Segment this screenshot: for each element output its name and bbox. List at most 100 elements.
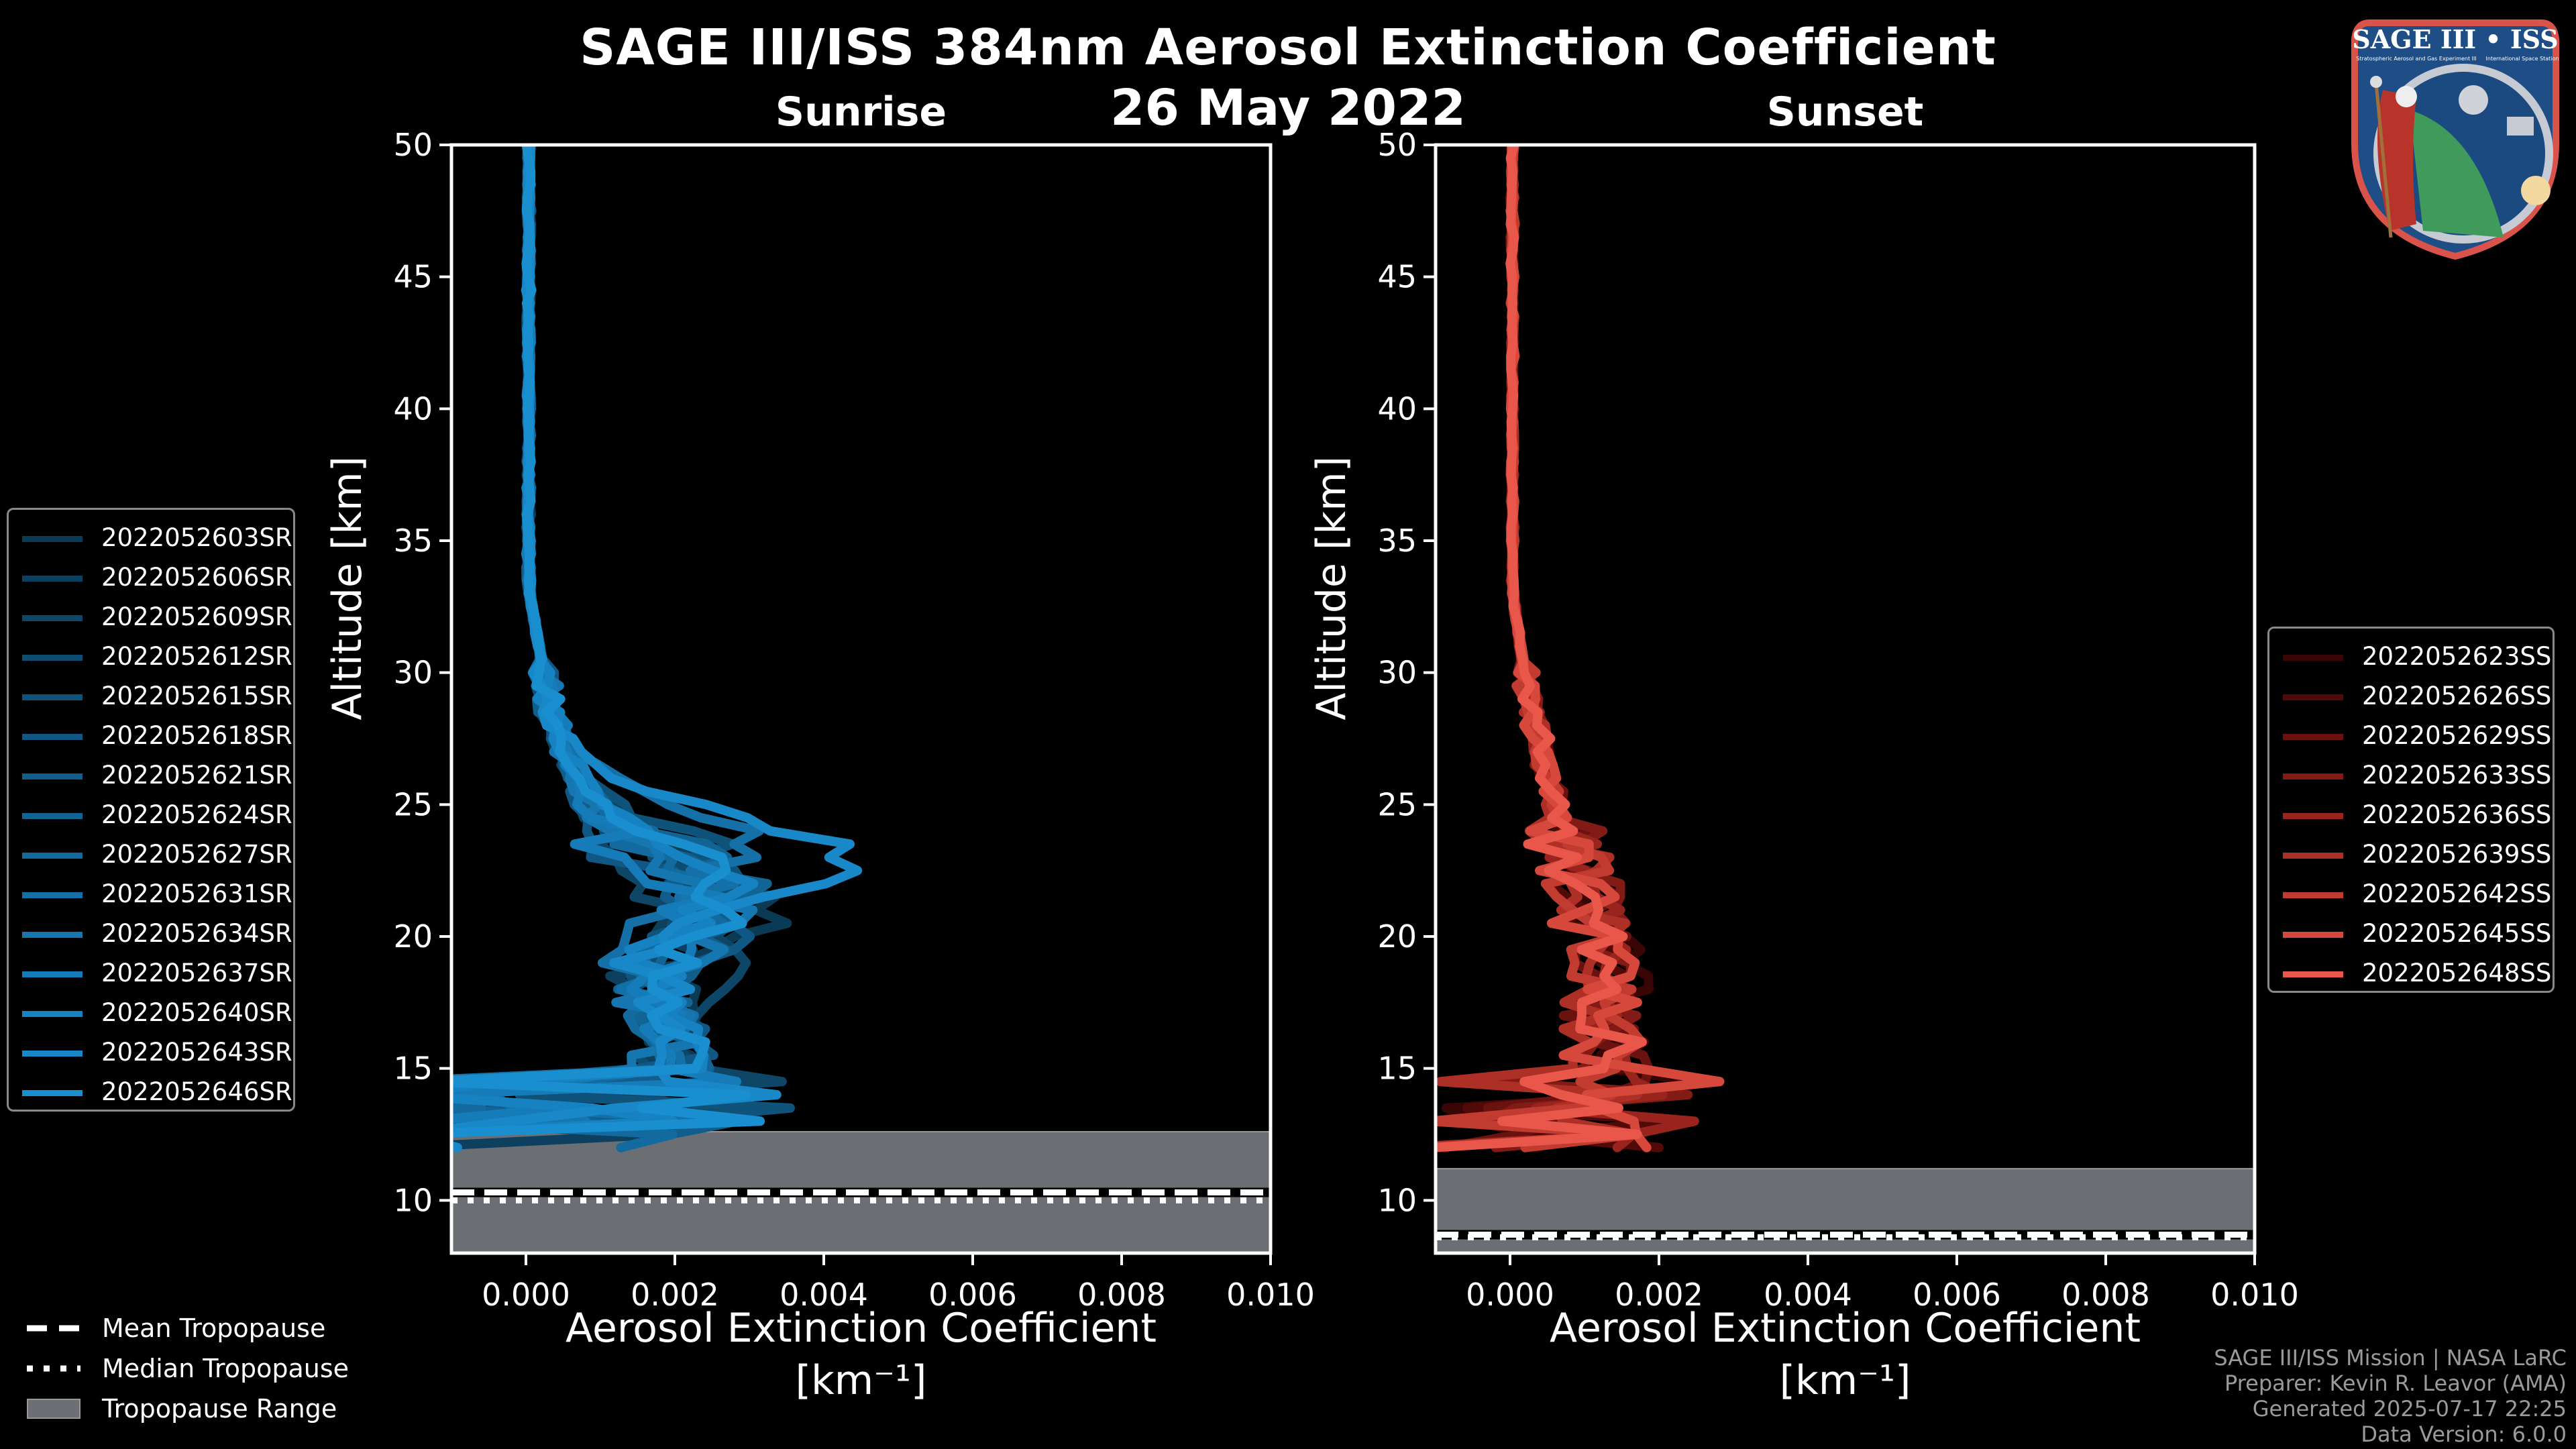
xtick-label: 0.006 — [1913, 1277, 2001, 1313]
xtick-label: 0.004 — [780, 1277, 868, 1313]
xtick-label: 0.002 — [1615, 1277, 1703, 1313]
legend-swatch-icon — [22, 576, 83, 582]
legend-label: 2022052629SS — [2362, 721, 2552, 750]
ytick-label: 20 — [1377, 918, 1417, 955]
footer-credits: SAGE III/ISS Mission | NASA LaRC Prepare… — [2214, 1345, 2567, 1447]
iss-icon — [2507, 117, 2534, 136]
legend-swatch-icon — [22, 932, 83, 938]
logo-subtitle-2: International Space Station — [2486, 56, 2559, 62]
legend-label: 2022052627SR — [101, 840, 292, 869]
legend-label: 2022052626SS — [2362, 682, 2552, 710]
y-axis-label: Altitude [km] — [1308, 456, 1355, 720]
legend-label: 2022052618SR — [101, 721, 292, 750]
ytick-label: 15 — [393, 1051, 433, 1087]
legend-label: 2022052624SR — [101, 800, 292, 829]
range-swatch-icon — [27, 1399, 80, 1419]
legend-item-tropopause-range: Tropopause Range — [20, 1389, 396, 1429]
ytick-label: 50 — [393, 127, 433, 163]
series-line-2022052634SR — [451, 145, 758, 1136]
panel-title-sunset: Sunset — [1766, 89, 1924, 136]
legend-swatch-icon — [2283, 932, 2343, 938]
axes-frame-sunrise — [449, 143, 1273, 1255]
xtick-label: 0.010 — [2210, 1277, 2299, 1313]
panel-title-sunrise: Sunrise — [775, 89, 947, 136]
moon-icon — [2459, 85, 2488, 115]
legend-label: 2022052634SR — [101, 919, 292, 948]
ytick-label: 35 — [1377, 523, 1417, 559]
legend-swatch-icon — [22, 1011, 83, 1017]
ytick-label: 45 — [393, 259, 433, 295]
legend-label: 2022052642SS — [2362, 879, 2552, 908]
legend-swatch-icon — [22, 1051, 83, 1057]
xtick-label: 0.008 — [1077, 1277, 1166, 1313]
legend-item-median-tropopause: Median Tropopause — [20, 1348, 396, 1389]
legend-swatch-icon — [2283, 734, 2343, 740]
legend-label: 2022052645SS — [2362, 919, 2552, 948]
logo-title: SAGE III • ISS — [2352, 24, 2558, 54]
legend-swatch-icon — [2283, 892, 2343, 898]
legend-label: 2022052615SR — [101, 682, 292, 710]
legend-label: 2022052643SR — [101, 1038, 292, 1067]
legend-label: 2022052640SR — [101, 998, 292, 1027]
chart-date: 26 May 2022 — [1110, 79, 1466, 137]
xtick-label: 0.008 — [2061, 1277, 2150, 1313]
ytick-label: 25 — [393, 786, 433, 822]
tropopause-legend: Mean Tropopause Median Tropopause Tropop… — [20, 1308, 396, 1429]
legend-swatch-icon — [22, 536, 83, 542]
legend-swatch-icon — [22, 971, 83, 977]
ytick-label: 40 — [393, 390, 433, 427]
axes-frame-sunset — [1434, 143, 2257, 1255]
legend-swatch-icon — [2283, 655, 2343, 661]
legend-label: 2022052623SS — [2362, 642, 2552, 671]
legend-item-mean-tropopause: Mean Tropopause — [20, 1308, 396, 1348]
legend-swatch-icon — [22, 734, 83, 740]
legend-swatch-icon — [2283, 773, 2343, 780]
series-line-2022052612SR — [451, 145, 770, 1139]
ytick-label: 30 — [393, 655, 433, 691]
legend-label: 2022052633SS — [2362, 761, 2552, 790]
legend-swatch-icon — [2283, 813, 2343, 819]
logo-subtitle: Stratospheric Aerosol and Gas Experiment… — [2356, 56, 2476, 62]
legend-label: 2022052636SS — [2362, 800, 2552, 829]
tropopause-range-sunset — [1435, 1168, 2255, 1254]
footer-version: Data Version: 6.0.0 — [2361, 1421, 2567, 1447]
y-axis-label: Altitude [km] — [324, 456, 371, 720]
legend-label: Mean Tropopause — [102, 1313, 326, 1343]
legend-swatch-icon — [2283, 853, 2343, 859]
legend-label: Tropopause Range — [102, 1394, 337, 1424]
legend-label: 2022052609SR — [101, 602, 292, 631]
sunset-legend: 2022052623SS 2022052626SS 2022052629SS 2022… — [2267, 627, 2555, 993]
legend-swatch-icon — [2283, 694, 2343, 700]
ytick-label: 15 — [1377, 1051, 1417, 1087]
legend-swatch-icon — [22, 892, 83, 898]
x-axis-unit: [km⁻¹] — [1780, 1357, 1911, 1404]
legend-label: 2022052621SR — [101, 761, 292, 790]
ytick-label: 30 — [1377, 655, 1417, 691]
x-axis-label: Aerosol Extinction Coefficient — [1550, 1305, 2141, 1352]
dotted-line-icon — [27, 1365, 80, 1372]
legend-swatch-icon — [22, 615, 83, 621]
xtick-label: 0.000 — [1466, 1277, 1554, 1313]
footer-generated: Generated 2025-07-17 22:25 — [2252, 1396, 2567, 1421]
series-line-2022052603SR — [451, 145, 792, 1139]
x-axis-label: Aerosol Extinction Coefficient — [566, 1305, 1157, 1352]
legend-swatch-icon — [22, 1090, 83, 1096]
sunrise-legend: 2022052603SR 2022052606SR 2022052609SR 2022… — [7, 508, 295, 1112]
legend-swatch-icon — [22, 694, 83, 700]
xtick-label: 0.000 — [482, 1277, 570, 1313]
legend-label: 2022052637SR — [101, 959, 292, 987]
xtick-label: 0.010 — [1226, 1277, 1315, 1313]
legend-label: 2022052631SR — [101, 879, 292, 908]
xtick-label: 0.002 — [631, 1277, 719, 1313]
ytick-label: 45 — [1377, 259, 1417, 295]
sun-icon — [2521, 176, 2551, 205]
legend-label: 2022052646SR — [101, 1077, 292, 1106]
legend-swatch-icon — [2283, 971, 2343, 977]
legend-swatch-icon — [22, 813, 83, 819]
legend-swatch-icon — [22, 773, 83, 780]
legend-label: 2022052606SR — [101, 563, 292, 592]
earth-icon — [2410, 110, 2504, 237]
legend-label: 2022052639SS — [2362, 840, 2552, 869]
xtick-label: 0.004 — [1764, 1277, 1852, 1313]
